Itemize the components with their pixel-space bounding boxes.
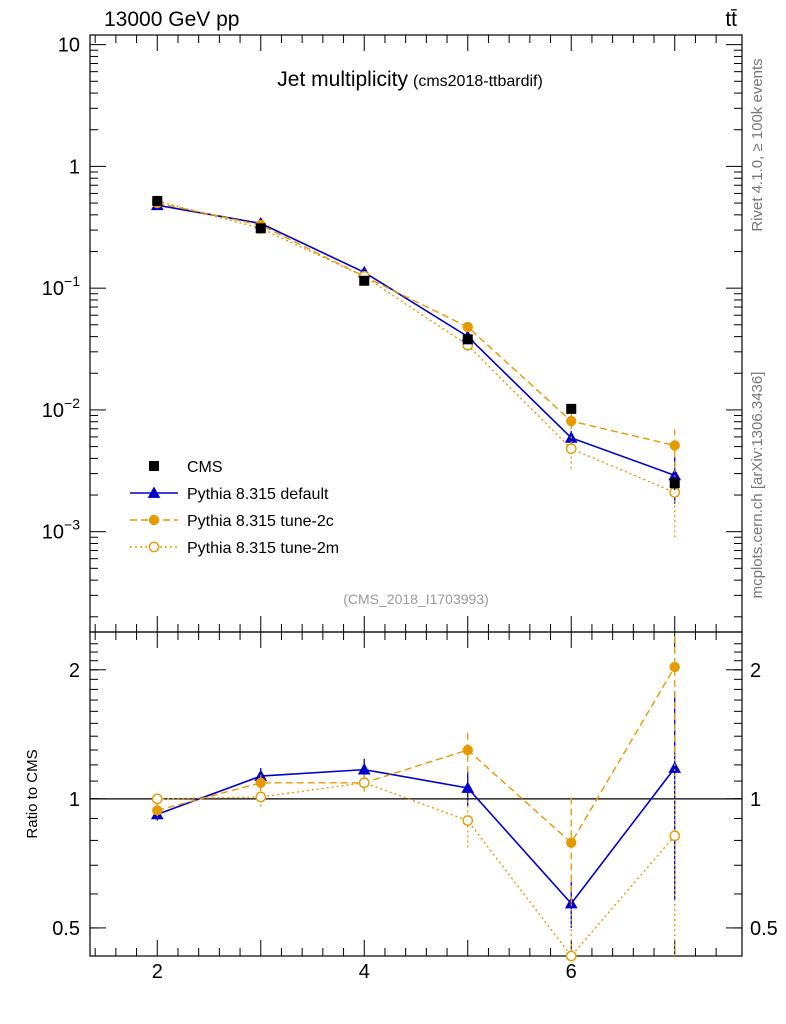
filled-circle-marker — [462, 321, 473, 333]
square-marker — [462, 334, 473, 345]
filled-circle-marker — [255, 777, 266, 788]
x-tick-label: 4 — [359, 961, 370, 983]
triangle-marker — [461, 781, 475, 793]
y-tick-label: 10−2 — [42, 395, 80, 422]
y-tick-label: 10−3 — [42, 517, 80, 544]
series-line — [157, 202, 675, 447]
filled-circle-marker — [669, 440, 680, 451]
series-line — [157, 200, 676, 494]
ratio-plot-frame — [89, 631, 743, 957]
series-line — [157, 204, 676, 477]
square-marker — [149, 461, 159, 471]
triangle-marker — [147, 486, 161, 498]
energy-label: 13000 GeV pp — [104, 8, 239, 31]
series-line — [157, 782, 676, 958]
series-pythia-8-315-tune-2c — [152, 197, 680, 469]
legend-label: Pythia 8.315 tune-2c — [187, 513, 334, 530]
y-tick-label: 10−1 — [42, 273, 80, 300]
legend-label: Pythia 8.315 tune-2m — [187, 540, 339, 557]
filled-circle-marker — [148, 514, 160, 526]
filled-circle-marker — [152, 805, 163, 816]
open-circle-marker — [151, 793, 163, 805]
square-marker — [669, 478, 680, 489]
ratio-series-pythia-8-315-default — [150, 691, 682, 928]
y-tick-label-right: 2 — [750, 660, 761, 682]
ratio-ylabel: Ratio to CMS — [24, 749, 41, 838]
filled-circle-marker — [566, 837, 577, 848]
square-marker — [152, 195, 163, 206]
open-circle-marker — [148, 541, 160, 553]
legend-label: Pythia 8.315 default — [187, 486, 329, 503]
rivet-version-label: Rivet 4.1.0, ≥ 100k events — [749, 58, 766, 231]
series-pythia-8-315-default — [150, 198, 682, 504]
x-tick-label: 6 — [566, 961, 577, 983]
main-panel: Jet multiplicity (cms2018-ttbardif) (CMS… — [42, 34, 743, 633]
open-circle-marker — [358, 777, 370, 789]
main-subtitle: (cms2018-ttbardif) — [413, 73, 543, 90]
y-tick-label: 1 — [69, 789, 80, 811]
ratio-panel: Ratio to CMS 0.5 0.5 1 1 2 2 2 4 6 — [24, 631, 778, 983]
main-title: Jet multiplicity — [277, 68, 408, 91]
filled-circle-marker — [462, 744, 473, 756]
analysis-watermark: (CMS_2018_I1703993) — [343, 591, 489, 607]
triangle-marker — [357, 763, 371, 775]
y-tick-label: 0.5 — [52, 918, 80, 940]
y-tick-label: 10 — [58, 35, 80, 57]
x-tick-label: 2 — [152, 961, 163, 983]
legend: CMS Pythia 8.315 default Pythia 8.315 tune… — [130, 459, 339, 557]
open-circle-marker — [565, 443, 577, 455]
series-cms — [152, 195, 680, 490]
process-label: tt̄ — [725, 8, 737, 31]
open-circle-marker — [565, 950, 577, 962]
square-marker — [255, 223, 266, 234]
ratio-series-pythia-8-315-tune-2c — [152, 632, 680, 904]
square-marker — [566, 403, 577, 414]
square-marker — [359, 275, 370, 286]
legend-label: CMS — [187, 459, 223, 476]
open-circle-marker — [255, 791, 267, 803]
open-circle-marker — [462, 815, 474, 826]
filled-circle-marker — [669, 661, 680, 673]
y-tick-label-right: 0.5 — [750, 918, 778, 940]
series-line — [157, 666, 676, 844]
y-tick-label: 2 — [69, 660, 80, 682]
y-tick-label: 1 — [69, 156, 80, 178]
series-line — [156, 767, 676, 905]
ratio-series-pythia-8-315-tune-2m — [151, 747, 681, 962]
open-circle-marker — [669, 830, 681, 842]
triangle-marker — [668, 761, 682, 773]
mcplots-label: mcplots.cern.ch [arXiv:1306.3436] — [749, 372, 766, 599]
y-tick-label-right: 1 — [750, 789, 761, 811]
filled-circle-marker — [566, 415, 577, 427]
